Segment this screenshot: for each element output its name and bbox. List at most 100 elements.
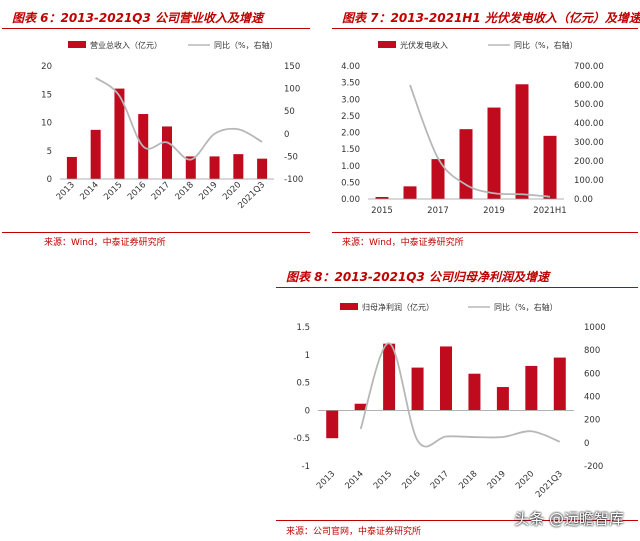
bar <box>431 159 445 199</box>
legend-bar-label: 光伏发电收入 <box>400 40 448 50</box>
x-tick-label: 2014 <box>343 469 365 491</box>
x-tick-label: 2019 <box>483 206 505 216</box>
chart-panel-7: 图表 7：2013-2021H1 光伏发电收入（亿元）及增速 光伏发电收入 同比（… <box>332 6 640 250</box>
y-left-tick-label: 1.5 <box>296 323 310 333</box>
bar <box>383 343 396 411</box>
y-right-tick-label: 400 <box>584 393 600 403</box>
chart-title-bar: 图表 6：2013-2021Q3 公司营业收入及增速 <box>2 6 310 29</box>
legend-line-label: 同比（%，右轴） <box>514 40 578 50</box>
bar <box>468 373 481 411</box>
bar <box>209 156 220 179</box>
legend-bar-swatch <box>68 41 86 48</box>
chart-source: 来源：公司官网，中泰证券研究所 <box>286 527 422 537</box>
legend-bar-swatch <box>378 41 396 48</box>
x-tick-label: 2019 <box>197 180 219 202</box>
bar <box>403 186 417 199</box>
legend-line-label: 同比（%，右轴） <box>494 302 558 312</box>
bar <box>440 346 452 411</box>
y-right-tick-label: 300.00 <box>574 138 604 148</box>
watermark: 头条 @远瞻智库 <box>514 510 624 528</box>
y-right-tick-label: 500.00 <box>574 100 604 110</box>
chart-source: 来源：Wind，中泰证券研究所 <box>44 238 166 248</box>
source-divider <box>2 232 310 233</box>
y-left-tick-label: 0.50 <box>341 178 360 188</box>
source-divider <box>276 520 638 521</box>
x-tick-label: 2018 <box>174 180 196 202</box>
y-right-tick-label: 700.00 <box>574 62 604 72</box>
bar <box>543 135 557 199</box>
chart-panel-6: 图表 6：2013-2021Q3 公司营业收入及增速 营业总收入（亿元） 同比（%… <box>2 6 310 250</box>
legend-line-label: 同比（%，右轴） <box>214 40 278 50</box>
bar <box>185 156 196 179</box>
y-left-tick-label: 20 <box>41 62 52 72</box>
y-left-tick-label: 15 <box>41 90 52 100</box>
y-right-tick-label: 0 <box>584 439 589 449</box>
y-right-tick-label: 200 <box>584 416 600 426</box>
x-tick-label: 2015 <box>372 469 394 491</box>
x-tick-label: 2020 <box>514 469 536 491</box>
x-tick-label: 2018 <box>457 469 479 491</box>
x-tick-label: 2013 <box>315 469 337 491</box>
y-left-tick-label: 3.50 <box>341 79 360 89</box>
bar <box>354 403 367 411</box>
legend-bar-label: 归母净利润（亿元） <box>362 302 434 312</box>
bar <box>233 154 244 179</box>
chart-panel-8: 图表 8：2013-2021Q3 公司归母净利润及增速 归母净利润（亿元） 同比（… <box>276 265 638 541</box>
x-tick-label: 2016 <box>400 469 422 491</box>
y-left-tick-label: -0.5 <box>293 434 310 444</box>
y-right-tick-label: 200.00 <box>574 157 604 167</box>
y-right-tick-label: -50 <box>284 152 298 162</box>
bar <box>525 365 538 411</box>
bar <box>162 126 172 179</box>
y-right-tick-label: 100 <box>284 85 300 95</box>
chart-title: 图表 6：2013-2021Q3 公司营业收入及增速 <box>12 11 264 25</box>
chart-title: 图表 8：2013-2021Q3 公司归母净利润及增速 <box>286 270 550 284</box>
legend-bar-swatch <box>340 303 358 310</box>
x-tick-label: 2019 <box>486 469 508 491</box>
bar <box>66 156 77 179</box>
x-tick-label: 2017 <box>150 180 172 202</box>
bar <box>459 129 473 199</box>
chart-source: 来源：Wind，中泰证券研究所 <box>342 238 464 248</box>
source-divider <box>332 232 638 233</box>
y-left-tick-label: 2.50 <box>341 112 360 122</box>
bar <box>515 84 529 199</box>
x-tick-label: 2013 <box>55 180 77 202</box>
x-tick-label: 2017 <box>429 469 451 491</box>
x-tick-label: 2014 <box>78 180 100 202</box>
bar <box>326 410 339 439</box>
y-left-tick-label: 10 <box>41 119 52 129</box>
y-right-tick-label: 100.00 <box>574 176 604 186</box>
bar <box>114 88 125 179</box>
chart-7-plot: 光伏发电收入 同比（%，右轴） 0.00 0.50 1.00 1.50 2.00 2.50 3.… <box>341 40 604 216</box>
y-left-tick-label: 1 <box>305 351 310 361</box>
y-left-tick-label: 2.00 <box>341 129 360 139</box>
y-left-tick-label: 4.00 <box>341 62 360 72</box>
legend-bar-label: 营业总收入（亿元） <box>90 40 162 50</box>
chart-title: 图表 7：2013-2021H1 光伏发电收入（亿元）及增速 <box>342 11 640 25</box>
x-tick-label: 2017 <box>427 206 449 216</box>
bar <box>553 357 566 411</box>
bar <box>375 197 389 199</box>
bar <box>257 158 268 179</box>
y-left-tick-label: 0 <box>305 406 310 416</box>
y-right-tick-label: -100 <box>284 175 303 185</box>
y-left-tick-label: 5 <box>47 147 52 157</box>
y-right-tick-label: 800 <box>584 346 600 356</box>
y-left-tick-label: 0.5 <box>296 379 310 389</box>
x-tick-label: 2015 <box>371 206 393 216</box>
y-left-tick-label: 1.00 <box>341 162 360 172</box>
x-tick-label: 2016 <box>126 180 148 202</box>
y-right-tick-label: 0.00 <box>574 195 593 205</box>
bar <box>487 107 501 199</box>
y-right-tick-label: 0 <box>284 130 289 140</box>
bar <box>411 367 424 411</box>
y-right-tick-label: 600.00 <box>574 81 604 91</box>
y-left-tick-label: -1 <box>302 462 310 472</box>
y-right-tick-label: 150 <box>284 62 300 72</box>
y-left-tick-label: 1.50 <box>341 145 360 155</box>
bar <box>496 387 509 411</box>
growth-line <box>359 342 561 448</box>
y-left-tick-label: 0.00 <box>341 195 360 205</box>
y-right-tick-label: 600 <box>584 369 600 379</box>
